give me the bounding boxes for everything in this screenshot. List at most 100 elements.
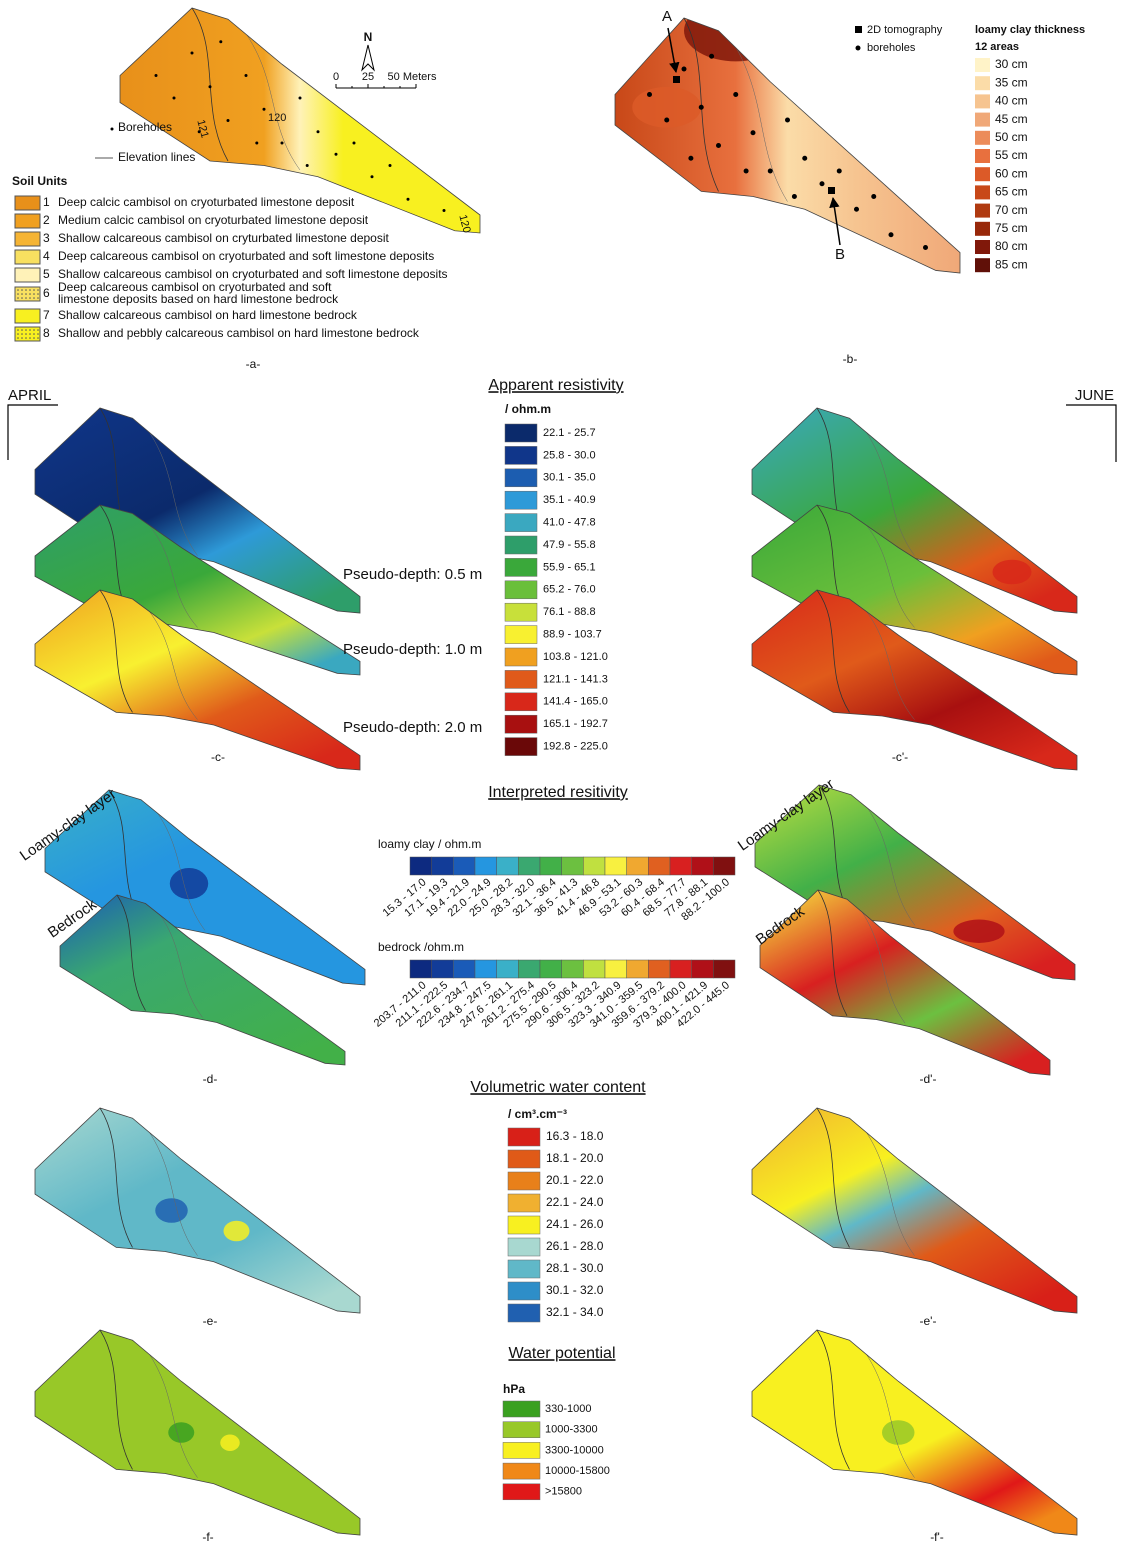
colorbar-cell [692, 960, 714, 978]
legend-label: 30.1 - 32.0 [546, 1283, 604, 1297]
colorbar-cell [518, 960, 540, 978]
colorbar-cell [605, 857, 627, 875]
legend-swatch [508, 1304, 540, 1322]
borehole [699, 105, 704, 110]
legend-swatch [505, 603, 537, 621]
caption: -c'- [892, 750, 908, 764]
figure: N02550 Meters121120120BoreholesElevation… [0, 0, 1122, 1545]
legend-label: boreholes [867, 42, 916, 54]
borehole [407, 198, 410, 201]
borehole [299, 97, 302, 100]
map [752, 1330, 1077, 1535]
north-label: N [364, 30, 373, 44]
legend-swatch [505, 446, 537, 464]
unit-number: 4 [43, 249, 50, 263]
legend-swatch [975, 113, 990, 127]
legend-swatch [975, 149, 990, 163]
borehole [209, 85, 212, 88]
legend-swatch [15, 250, 40, 264]
borehole [647, 92, 652, 97]
legend-swatch [15, 214, 40, 228]
borehole [889, 232, 894, 237]
legend-swatch [503, 1401, 540, 1417]
legend-label: 22.1 - 25.7 [543, 427, 596, 439]
legend-label: 24.1 - 26.0 [546, 1217, 604, 1231]
legend-swatch [503, 1422, 540, 1438]
map-patch [684, 0, 788, 61]
borehole [443, 209, 446, 212]
colorbar-cell [713, 857, 735, 875]
legend-label: 16.3 - 18.0 [546, 1129, 604, 1143]
legend-title: Soil Units [12, 174, 68, 188]
legend-label: 60 cm [995, 166, 1028, 180]
legend-unit: loamy clay / ohm.m [378, 837, 481, 851]
legend-swatch [505, 536, 537, 554]
legend-swatch [505, 491, 537, 509]
colorbar-cell [583, 857, 605, 875]
colorbar-cell [583, 960, 605, 978]
legend-swatch [503, 1484, 540, 1500]
june-bracket [1066, 405, 1116, 462]
colorbar-cell [410, 857, 432, 875]
map [752, 1108, 1077, 1313]
legend-label: 22.1 - 24.0 [546, 1195, 604, 1209]
map-patch [168, 1422, 194, 1443]
map-area [752, 1108, 1077, 1313]
legend-swatch-pattern [15, 327, 40, 341]
borehole [837, 169, 842, 174]
scale-label: 25 [362, 71, 374, 83]
borehole [219, 40, 222, 43]
legend-swatch [505, 715, 537, 733]
caption: -f- [202, 1530, 213, 1544]
legend-label: 330-1000 [545, 1403, 592, 1415]
legend-label: 55.9 - 65.1 [543, 561, 596, 573]
unit-label: Medium calcic cambisol on cryoturbated l… [58, 213, 369, 227]
point-label: B [835, 246, 845, 263]
legend-swatch [505, 424, 537, 442]
legend-label: 80 cm [995, 239, 1028, 253]
scale-bar [336, 84, 416, 88]
depth-label: Pseudo-depth: 2.0 m [343, 719, 482, 736]
colorbar-cell [627, 857, 649, 875]
legend-label: 70 cm [995, 203, 1028, 217]
map-area [35, 1330, 360, 1535]
map-patch [155, 1198, 188, 1223]
legend-label: Boreholes [118, 120, 172, 134]
legend-swatch [15, 232, 40, 246]
caption: -f'- [930, 1530, 944, 1544]
borehole [371, 175, 374, 178]
legend-swatch [505, 581, 537, 599]
borehole [335, 153, 338, 156]
legend-label: 88.9 - 103.7 [543, 629, 602, 641]
borehole [871, 194, 876, 199]
legend-label: 192.8 - 225.0 [543, 741, 608, 753]
legend-label: 30.1 - 35.0 [543, 472, 596, 484]
map-patch [882, 1420, 915, 1445]
legend-label: Elevation lines [118, 150, 195, 164]
borehole [709, 54, 714, 59]
legend-swatch [975, 258, 990, 272]
legend-label: 103.8 - 121.0 [543, 651, 608, 663]
borehole [854, 207, 859, 212]
borehole [173, 97, 176, 100]
colorbar-cell [648, 857, 670, 875]
legend-swatch [505, 670, 537, 688]
colorbar-cell [475, 960, 497, 978]
legend-swatch [975, 94, 990, 108]
legend-swatch [508, 1172, 540, 1190]
legend-unit: / ohm.m [505, 402, 551, 416]
colorbar-cell [562, 960, 584, 978]
month-label: APRIL [8, 387, 51, 404]
tomography-point [673, 76, 680, 83]
legend-label: 65 cm [995, 185, 1028, 199]
legend-label: 10000-15800 [545, 1465, 610, 1477]
caption: -e'- [920, 1314, 937, 1328]
colorbar-cell [605, 960, 627, 978]
scale-label: 50 Meters [388, 71, 437, 83]
legend-unit: / cm³.cm⁻³ [508, 1107, 567, 1121]
legend-label: 40 cm [995, 94, 1028, 108]
unit-number: 2 [43, 213, 50, 227]
map-patch [993, 560, 1032, 585]
borehole [263, 108, 266, 111]
colorbar-cell [497, 857, 519, 875]
